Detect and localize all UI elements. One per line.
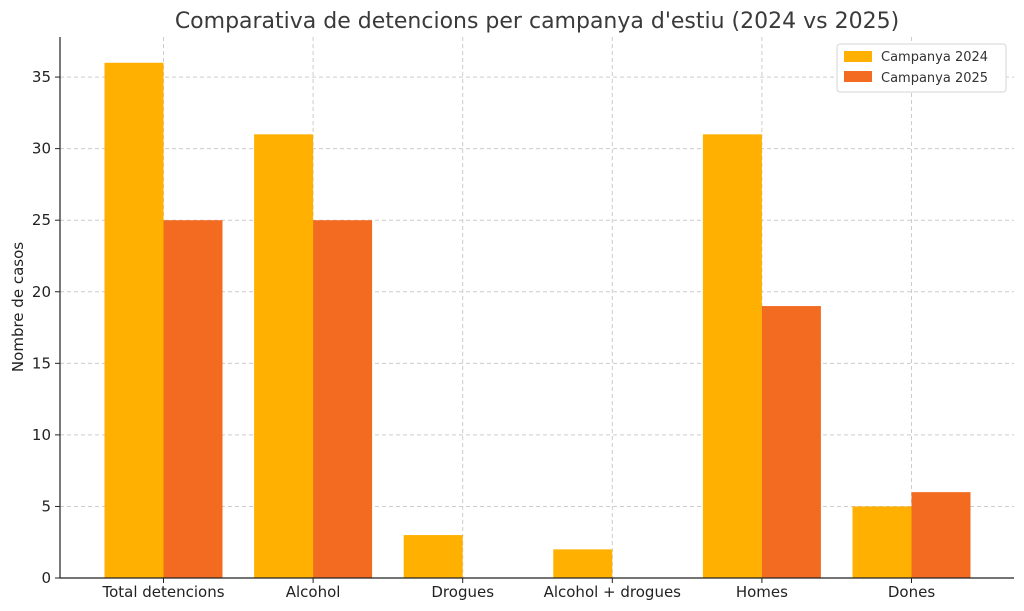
y-tick-label: 35 bbox=[32, 68, 51, 86]
y-tick-label: 20 bbox=[32, 283, 51, 301]
y-tick-label: 25 bbox=[32, 211, 51, 229]
y-axis-ticks: 0 5 10 15 20 25 30 35 bbox=[32, 68, 60, 587]
legend-label-2025: Campanya 2025 bbox=[881, 71, 988, 86]
legend-label-2024: Campanya 2024 bbox=[881, 50, 988, 65]
x-tick-label-alcohol-drogues: Alcohol + drogues bbox=[544, 583, 682, 601]
x-tick-label-total-detencions: Total detencions bbox=[101, 583, 224, 601]
y-tick-label: 10 bbox=[32, 426, 51, 444]
y-tick-label: 0 bbox=[41, 569, 51, 587]
bar-campanya-2025-alcohol bbox=[313, 220, 373, 578]
y-tick-label: 5 bbox=[41, 497, 51, 515]
x-axis-ticks: Total detencions Alcohol Drogues Alcohol + … bbox=[101, 578, 935, 601]
y-tick-label: 15 bbox=[32, 354, 51, 372]
bar-campanya-2024-dones bbox=[852, 506, 912, 578]
legend-box bbox=[836, 43, 1007, 93]
bar-campanya-2025-dones bbox=[911, 492, 971, 578]
bar-campanya-2024-alcohol bbox=[254, 134, 314, 578]
x-tick-label-drogues: Drogues bbox=[431, 583, 494, 601]
bar-campanya-2025-total-detencions bbox=[163, 220, 223, 578]
x-tick-label-dones: Dones bbox=[888, 583, 935, 601]
x-tick-label-alcohol: Alcohol bbox=[286, 583, 341, 601]
bars bbox=[104, 62, 971, 579]
bar-campanya-2024-homes bbox=[702, 134, 762, 578]
y-axis-label: Nombre de casos bbox=[9, 242, 27, 372]
x-tick-label-homes: Homes bbox=[736, 583, 788, 601]
bar-campanya-2025-homes bbox=[761, 306, 821, 578]
chart-title: Comparativa de detencions per campanya d… bbox=[175, 9, 899, 34]
legend: Campanya 2024 Campanya 2025 bbox=[836, 43, 1007, 93]
axes bbox=[59, 37, 1014, 579]
legend-swatch-2025 bbox=[844, 71, 872, 82]
y-tick-label: 30 bbox=[32, 140, 51, 158]
legend-swatch-2024 bbox=[844, 51, 872, 62]
bar-campanya-2024-total-detencions bbox=[104, 62, 164, 579]
bar-campanya-2024-alcohol-drogues bbox=[553, 549, 613, 578]
bar-campanya-2024-drogues bbox=[403, 535, 463, 578]
